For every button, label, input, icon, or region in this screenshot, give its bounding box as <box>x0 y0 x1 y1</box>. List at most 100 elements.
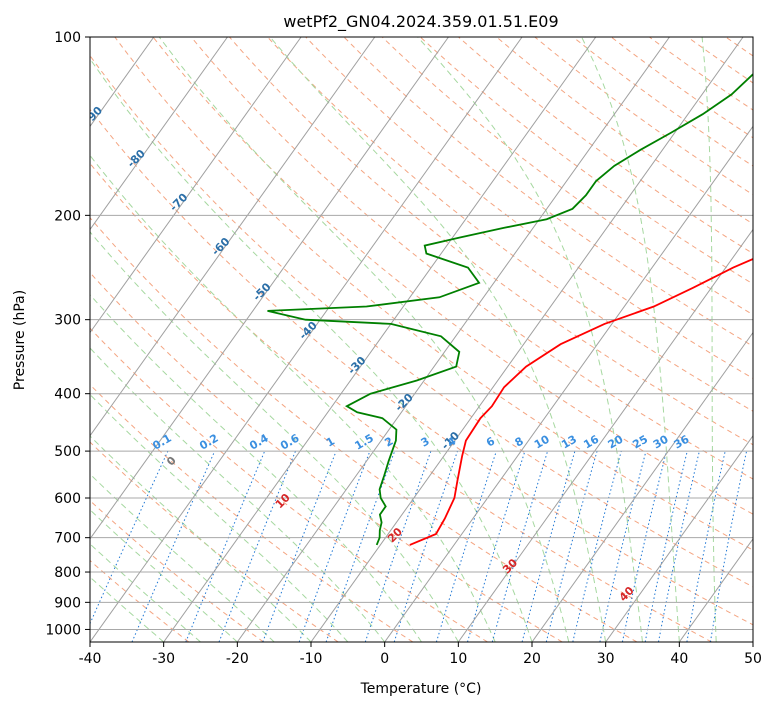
y-tick-label: 900 <box>54 595 81 611</box>
x-tick-label: 10 <box>449 651 467 667</box>
isotherm <box>90 37 302 334</box>
isobars <box>90 37 753 630</box>
isotherm <box>678 537 753 642</box>
dry-adiabat <box>725 37 753 57</box>
moist-adiabat <box>158 37 570 642</box>
moist-adiabat <box>90 473 275 642</box>
dry-adiabat <box>90 327 488 642</box>
dry-adiabat-label: 20 <box>385 525 405 545</box>
isotherm-label: -20 <box>393 391 416 414</box>
y-tick-label: 300 <box>54 313 81 329</box>
plot-frame <box>89 36 754 643</box>
x-axis-ticks: -40 -30 -20 -10 0 10 20 30 40 50 <box>79 642 762 667</box>
x-tick-label: 50 <box>744 651 762 667</box>
mixing-ratio-label: 13 <box>559 433 579 452</box>
dry-adiabat <box>90 162 712 642</box>
isotherm-label: -90 <box>82 104 105 127</box>
mixing-ratio-label: 0.4 <box>247 431 271 452</box>
mixing-ratio-line <box>644 450 688 642</box>
x-tick-label: -40 <box>79 651 102 667</box>
dry-adiabat <box>458 37 753 255</box>
isotherm <box>90 37 376 437</box>
isotherm-label: -50 <box>250 280 273 303</box>
mixing-ratio-line <box>545 450 598 642</box>
mixing-ratio-line <box>572 450 622 642</box>
y-tick-label: 700 <box>54 531 81 547</box>
moist-adiabat <box>90 543 201 642</box>
dry-adiabat <box>381 37 753 316</box>
dry-adiabat <box>572 37 753 167</box>
mixing-ratio-lines <box>90 450 748 642</box>
y-axis-label: Pressure (hPa) <box>12 290 28 390</box>
mixing-ratio-label: 16 <box>581 432 601 451</box>
mixing-ratio-line <box>131 450 216 642</box>
mixing-ratio-label: 3 <box>419 435 432 450</box>
mixing-ratio-label: 0.6 <box>278 431 302 452</box>
mixing-ratio-line <box>467 450 526 642</box>
dry-adiabat <box>114 37 753 551</box>
profile-line <box>409 257 753 546</box>
isotherm <box>90 37 449 540</box>
x-tick-label: -10 <box>300 651 323 667</box>
mixing-ratio-line <box>185 450 266 642</box>
y-tick-label: 600 <box>54 491 81 507</box>
dry-adiabat <box>610 37 753 139</box>
moist-adiabat <box>269 37 607 642</box>
isotherm <box>90 37 228 231</box>
dry-adiabat <box>90 217 638 642</box>
dry-adiabat <box>90 559 190 642</box>
mixing-ratio-line <box>90 450 169 625</box>
mixing-ratio-line <box>491 450 549 642</box>
mixing-ratio-label: 1 <box>324 435 337 450</box>
mixing-ratio-line <box>262 450 337 642</box>
dry-adiabat <box>687 37 753 84</box>
isotherm <box>384 125 753 642</box>
isotherm <box>0 37 7 642</box>
isotherm-label: -60 <box>209 235 232 258</box>
line-labels: -100-90-80-70-60-50-40-30-20-100.1 0.2 0.4… <box>38 56 692 604</box>
dry-adiabats <box>90 37 775 642</box>
mixing-ratio-label: 25 <box>630 433 650 452</box>
dry-adiabat <box>152 37 753 515</box>
x-tick-label: 30 <box>597 651 615 667</box>
dry-adiabat <box>90 108 753 626</box>
isotherm-label: -100 <box>38 56 67 85</box>
x-tick-label: -20 <box>226 651 249 667</box>
mixing-ratio-line <box>364 450 432 642</box>
profile-line <box>267 72 753 546</box>
isotherm <box>752 641 753 642</box>
x-tick-label: 40 <box>670 651 688 667</box>
dry-adiabat <box>764 37 775 642</box>
mixing-ratio-label: 10 <box>532 432 552 451</box>
mixing-ratio-label: 6 <box>484 434 497 449</box>
mixing-ratio-line <box>325 450 396 642</box>
y-tick-label: 100 <box>54 30 81 46</box>
moist-adiabat <box>417 37 643 642</box>
moist-adiabat <box>701 37 717 642</box>
moist-adiabat <box>90 576 165 642</box>
y-tick-label: 200 <box>54 208 81 224</box>
mixing-ratio-line <box>599 450 647 642</box>
isotherm <box>310 37 744 642</box>
chart-title: wetPf2_GN04.2024.359.01.51.E09 <box>283 12 558 32</box>
isotherm-label: -80 <box>125 147 148 170</box>
profile-series <box>267 72 753 546</box>
dry-adiabat <box>343 37 753 347</box>
moist-adiabat <box>90 509 238 642</box>
mixing-ratio-label: 36 <box>672 432 692 451</box>
dry-adiabat <box>90 383 414 642</box>
mixing-ratio-line <box>435 450 497 642</box>
moist-adiabat <box>90 231 459 642</box>
isotherm-label: -40 <box>297 319 320 342</box>
y-tick-label: 400 <box>54 387 81 403</box>
moist-adiabat <box>90 154 496 642</box>
moist-adiabat <box>90 57 533 642</box>
mixing-ratio-line <box>658 450 700 642</box>
dry-adiabat <box>229 37 753 446</box>
mixing-ratio-line <box>393 450 458 642</box>
isotherm <box>90 37 523 642</box>
isotherm-label: -30 <box>345 354 368 377</box>
mixing-ratio-line <box>709 450 748 642</box>
x-axis-label: Temperature (°C) <box>360 681 482 697</box>
